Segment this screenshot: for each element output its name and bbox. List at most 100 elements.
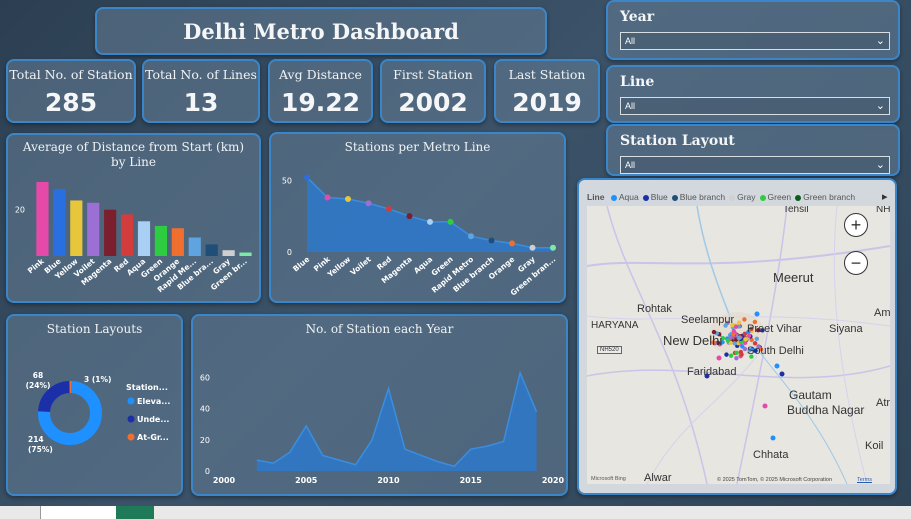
add-page-button[interactable] [116,506,154,519]
zoom-out-button[interactable]: − [844,251,868,275]
slice-value-label: 3 (1%) [84,375,111,384]
line-filter-label: Line [620,74,655,90]
map-place-meerut: Meerut [773,270,814,285]
kpi-value: 285 [44,88,98,117]
station-marker [736,335,742,341]
map-background [587,206,890,484]
legend-label: Unde... [137,415,169,424]
legend-dot-icon [729,194,736,201]
legend-swatch [127,433,135,441]
station-marker [774,363,780,369]
station-marker [734,350,739,355]
station-marker [736,320,742,325]
data-point [427,218,433,225]
station-marker [754,336,760,341]
kpi-total-stations: Total No. of Station 285 [6,59,136,123]
avg-distance-chart-card: Average of Distance from Start (km) by L… [6,133,261,303]
line-select[interactable]: All ⌄ [620,97,890,115]
zoom-in-button[interactable]: + [844,213,868,237]
legend-dot-icon [795,194,802,201]
slice-value-label: 214 [28,435,44,444]
legend-label: Green [767,192,792,202]
kpi-value: 13 [183,88,219,117]
map-place-am: Am [874,307,890,319]
bar [154,225,168,256]
legend-label: At-Gr... [137,433,169,442]
page-tab-active[interactable] [40,506,116,519]
legend-label: Gray [737,192,756,202]
bar [239,252,252,256]
station-marker [720,340,725,345]
data-point [447,218,454,225]
station-marker [779,371,785,377]
x-tick-label: Pink [26,256,47,275]
station-marker [711,340,716,345]
map-place-rohtak: Rohtak [637,303,672,315]
map-place-faridabad: Faridabad [687,366,737,378]
page-tabs-bar [0,506,911,519]
x-tick-label: Voilet [348,254,373,277]
area-fill [307,177,553,252]
kpi-value: 2019 [512,88,582,117]
map-legend-title: Line [587,192,605,202]
bar [120,214,134,256]
station-marker [730,332,736,337]
station-marker [743,337,749,342]
kpi-value: 2002 [398,88,468,117]
stations-per-line-chart-card: Stations per Metro Line 0 50 Blue Pink Yello… [269,132,566,303]
data-point [529,244,536,251]
y-tick-label: 60 [200,374,210,383]
year-select[interactable]: All ⌄ [620,32,890,50]
map-canvas[interactable]: Tehsil Meerut Rohtak Seelampur Preet Vih… [587,206,890,484]
station-marker [749,326,754,331]
legend-dot-icon [759,194,766,201]
kpi-label: Avg Distance [279,67,362,82]
map-place-south-delhi: South Delhi [747,345,804,357]
slice-value-label: 68 [33,371,43,380]
station-layouts-donut-chart: 214(75%) 68(24%) 3 (1%) Station... Eleva... U… [26,371,171,454]
line-filter: Line All ⌄ [606,65,900,123]
legend-label: Aqua [618,192,639,202]
station-marker [749,337,754,343]
map-place-haryana: HARYANA [591,320,639,331]
station-marker [770,435,776,441]
map-legend-item: Blue branch [671,192,726,202]
station-layout-filter: Station Layout All ⌄ [606,124,900,176]
station-marker [754,311,760,317]
avg-distance-chart-title: Average of Distance from Start (km) by L… [22,140,245,169]
slice-pct-label: (24%) [26,381,51,390]
map-legend-item: Aqua [610,192,639,202]
map-terms-link[interactable]: Terms [857,477,872,483]
legend-dot-icon [642,194,649,201]
year-filter: Year All ⌄ [606,0,900,60]
legend-label: Blue branch [679,192,726,202]
kpi-value: 19.22 [280,88,361,117]
map-place-new-delhi: New Delhi [663,333,723,348]
legend-scroll-right-icon[interactable]: ▸ [882,191,888,203]
station-marker [746,333,752,339]
station-marker [742,331,748,337]
legend-dot-icon [610,194,617,201]
kpi-label: Total No. of Lines [145,67,257,82]
bar [104,209,117,256]
station-marker [725,338,731,343]
legend-swatch [127,415,135,423]
data-point [488,237,495,244]
map-place-siyana: Siyana [829,323,863,335]
y-tick-label: 20 [200,436,210,445]
stations-per-year-area-chart: 0 20 40 60 2000 2005 2010 2015 2020 [200,370,565,485]
map-place-alwar: Alwar [644,472,672,484]
kpi-avg-distance: Avg Distance 19.22 [268,59,373,123]
map-legend-item: Green branch [795,192,855,202]
station-layout-select[interactable]: All ⌄ [620,156,890,174]
station-marker [734,355,739,361]
data-point [304,174,310,181]
map-place-seelampur: Seelampur [681,314,735,326]
legend-label: Green branch [803,192,856,202]
station-marker [738,349,744,355]
data-point [406,213,413,220]
station-marker [762,403,768,409]
legend-swatch [127,397,135,405]
map-attribution: © 2025 TomTom, © 2025 Microsoft Corporat… [717,477,833,483]
